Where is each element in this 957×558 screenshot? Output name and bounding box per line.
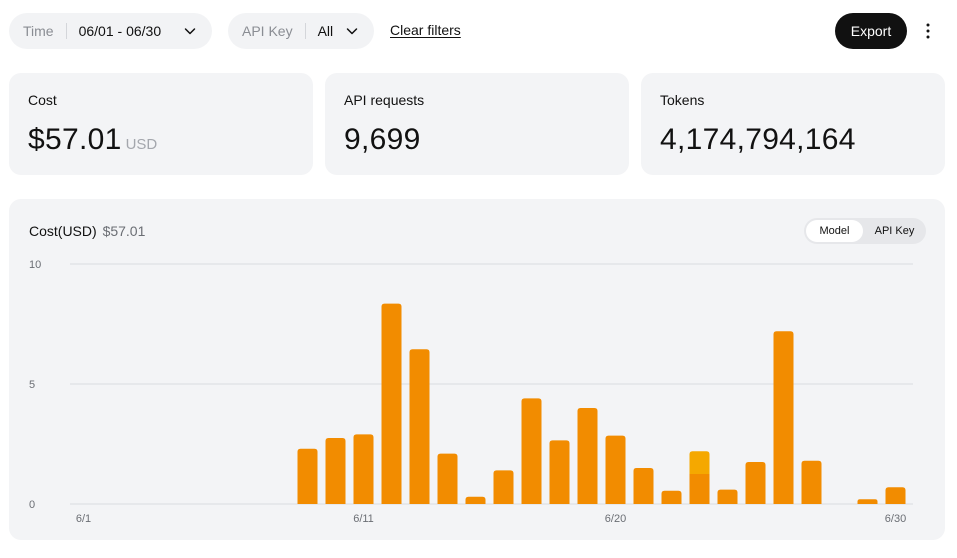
chevron-down-icon <box>346 28 358 35</box>
api-requests-value: 9,699 <box>344 123 421 156</box>
bar <box>297 448 318 504</box>
bar <box>381 303 402 504</box>
bar <box>885 487 906 504</box>
bar <box>437 453 458 504</box>
x-tick-label: 6/30 <box>885 513 906 525</box>
cost-card-value-row: $57.01 USD <box>28 123 157 157</box>
bar <box>689 451 710 474</box>
bar <box>661 490 682 504</box>
cost-value: $57.01 <box>28 123 122 156</box>
bar <box>605 435 626 504</box>
api-requests-card-title: API requests <box>344 92 425 108</box>
y-tick-label: 5 <box>29 379 35 391</box>
bar <box>465 496 486 504</box>
y-tick-label: 0 <box>29 499 35 511</box>
group-by-apikey-option[interactable]: API Key <box>874 225 915 237</box>
apikey-filter-label: API Key <box>242 23 293 39</box>
apikey-filter[interactable]: API Key All <box>228 13 374 49</box>
bar <box>689 474 710 504</box>
bar <box>521 398 542 504</box>
chevron-down-icon <box>184 28 196 35</box>
export-button[interactable]: Export <box>835 13 907 49</box>
chart-total: $57.01 <box>102 223 146 239</box>
tokens-card-title: Tokens <box>660 92 705 108</box>
time-filter[interactable]: Time 06/01 - 06/30 <box>9 13 212 49</box>
bar <box>717 489 738 504</box>
x-tick-label: 6/11 <box>353 513 374 525</box>
bar <box>493 470 514 504</box>
x-tick-label: 6/20 <box>605 513 626 525</box>
time-filter-label: Time <box>23 23 54 39</box>
chart-title: Cost(USD) <box>29 223 97 239</box>
bar <box>577 408 598 504</box>
cost-card-title: Cost <box>28 92 57 108</box>
apikey-filter-divider <box>304 23 306 39</box>
clear-filters-link[interactable]: Clear filters <box>390 22 461 38</box>
bar <box>801 460 822 504</box>
bar <box>745 462 766 504</box>
bar <box>353 434 374 504</box>
api-requests-card: API requests 9,699 <box>325 73 629 175</box>
apikey-filter-value: All <box>317 23 334 39</box>
group-by-model-option[interactable]: Model <box>806 220 863 242</box>
more-vertical-icon[interactable] <box>918 21 938 41</box>
bar <box>633 468 654 504</box>
group-by-toggle: Model API Key <box>804 218 926 244</box>
bar <box>549 440 570 504</box>
cost-bar-chart: 0 5 10 6/1 6/11 6/20 6/30 <box>29 259 913 525</box>
x-tick-label: 6/1 <box>76 513 91 525</box>
cost-card: Cost $57.01 USD <box>9 73 313 175</box>
y-tick-label: 10 <box>29 259 41 271</box>
time-filter-value: 06/01 - 06/30 <box>78 23 162 39</box>
bar <box>409 349 430 504</box>
cost-unit: USD <box>125 136 158 153</box>
tokens-value: 4,174,794,164 <box>660 123 856 156</box>
tokens-card: Tokens 4,174,794,164 <box>641 73 945 175</box>
bar <box>773 331 794 504</box>
chart-title-row: Cost(USD) $57.01 <box>29 223 145 239</box>
cost-chart-panel: Cost(USD) $57.01 Model API Key 0 5 10 6/1 6/… <box>9 199 945 540</box>
time-filter-divider <box>65 23 67 39</box>
bar <box>857 499 878 504</box>
bar <box>325 438 346 504</box>
